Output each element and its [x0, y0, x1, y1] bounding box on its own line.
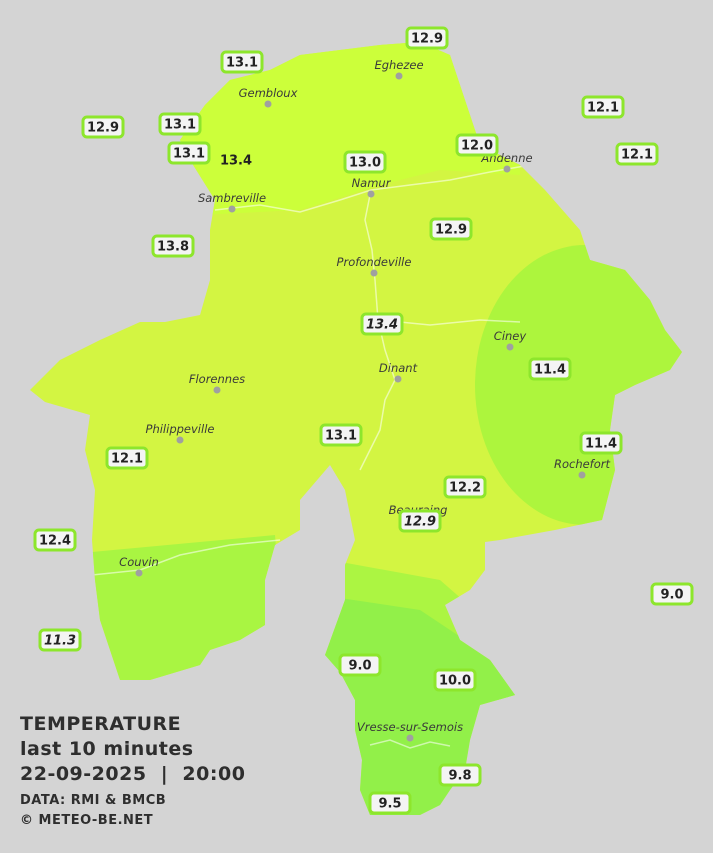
- station-value: 13.4: [366, 318, 398, 333]
- station-box: [151, 234, 195, 258]
- city-name: Sambreville: [198, 191, 266, 205]
- station-box: [438, 763, 482, 787]
- station-box: [443, 475, 487, 499]
- station-box: [38, 628, 82, 652]
- station-box: [368, 791, 412, 815]
- city-dot: [406, 734, 414, 742]
- station-value: 9.5: [378, 797, 401, 812]
- station-box: [81, 115, 125, 139]
- station-value: 13.1: [164, 118, 196, 133]
- station-value: 11.4: [534, 363, 566, 378]
- station-box: [33, 528, 77, 552]
- station-value: 13.0: [349, 156, 381, 171]
- rivers: [91, 164, 531, 749]
- station-value: 12.1: [621, 148, 653, 163]
- station-box: [405, 26, 449, 50]
- city-dot: [367, 190, 375, 198]
- station-box: [433, 668, 477, 692]
- station-box: [429, 217, 473, 241]
- station-box: [343, 150, 387, 174]
- city-name: Namur: [352, 176, 392, 190]
- station-box: [398, 509, 442, 533]
- cities: EghezeeGemblouxAndenneNamurSambrevillePr…: [119, 58, 611, 742]
- station-box: [528, 357, 572, 381]
- station-box: [158, 112, 202, 136]
- station-value: 13.8: [157, 240, 189, 255]
- station-value: 12.0: [461, 139, 493, 154]
- station-value: 9.8: [448, 769, 471, 784]
- station-value: 12.9: [411, 32, 443, 47]
- city-dot: [135, 569, 143, 577]
- city-dot: [394, 375, 402, 383]
- station-value: 12.9: [404, 515, 436, 530]
- zone-south: [320, 595, 530, 815]
- city-name: Florennes: [189, 372, 245, 386]
- station-box: [338, 653, 382, 677]
- legend-title: TEMPERATURE: [20, 713, 181, 735]
- station-box: [581, 95, 625, 119]
- legend-datetime: 22-09-2025 | 20:00: [20, 763, 245, 785]
- city-dot: [578, 471, 586, 479]
- city-dot: [176, 436, 184, 444]
- station-box: [319, 423, 363, 447]
- city-name: Dinant: [379, 361, 418, 375]
- station-box: [579, 431, 623, 455]
- city-name: Vresse-sur-Semois: [357, 720, 463, 734]
- station-value: 13.4: [220, 154, 252, 169]
- zone-southwest: [60, 535, 290, 720]
- city-dot: [264, 100, 272, 108]
- city-dot: [503, 165, 511, 173]
- city-name: Ciney: [494, 329, 527, 343]
- city-dot: [213, 386, 221, 394]
- city-name: Profondeville: [337, 255, 412, 269]
- station-value: 13.1: [325, 429, 357, 444]
- station-box: [105, 446, 149, 470]
- station-value: 13.1: [226, 56, 258, 71]
- stations: 12.9 13.1 12.1 12.9 13.1 12.0 12.1 13.1 13.4 13.0…: [33, 26, 694, 815]
- station-box: [455, 133, 499, 157]
- city-name: Rochefort: [554, 457, 611, 471]
- legend: TEMPERATURE last 10 minutes 22-09-2025 |…: [20, 713, 245, 828]
- station-box: [167, 141, 211, 165]
- station-value: 11.4: [585, 437, 617, 452]
- station-box: [220, 50, 264, 74]
- station-box: [360, 312, 404, 336]
- city-dot: [228, 205, 236, 213]
- station-box: [615, 142, 659, 166]
- city-name: Eghezee: [374, 58, 423, 72]
- station-value: 11.3: [44, 634, 76, 649]
- zone-east: [475, 245, 682, 525]
- station-value: 12.4: [39, 534, 71, 549]
- station-value: 9.0: [660, 588, 683, 603]
- station-value: 13.1: [173, 147, 205, 162]
- city-name: Gembloux: [239, 86, 298, 100]
- station-value: 12.1: [111, 452, 143, 467]
- city-dot: [506, 343, 514, 351]
- legend-copyright: © METEO-BE.NET: [20, 813, 153, 828]
- legend-source: DATA: RMI & BMCB: [20, 793, 166, 808]
- station-box: [650, 582, 694, 606]
- city-name: Philippeville: [146, 422, 215, 436]
- city-name: Couvin: [119, 555, 159, 569]
- station-value: 12.9: [87, 121, 119, 136]
- legend-period: last 10 minutes: [20, 738, 194, 760]
- city-dot: [370, 269, 378, 277]
- station-value: 12.2: [449, 481, 481, 496]
- station-value: 10.0: [439, 674, 471, 689]
- station-value: 12.9: [435, 223, 467, 238]
- city-dot: [395, 72, 403, 80]
- station-value: 9.0: [348, 659, 371, 674]
- station-value: 12.1: [587, 101, 619, 116]
